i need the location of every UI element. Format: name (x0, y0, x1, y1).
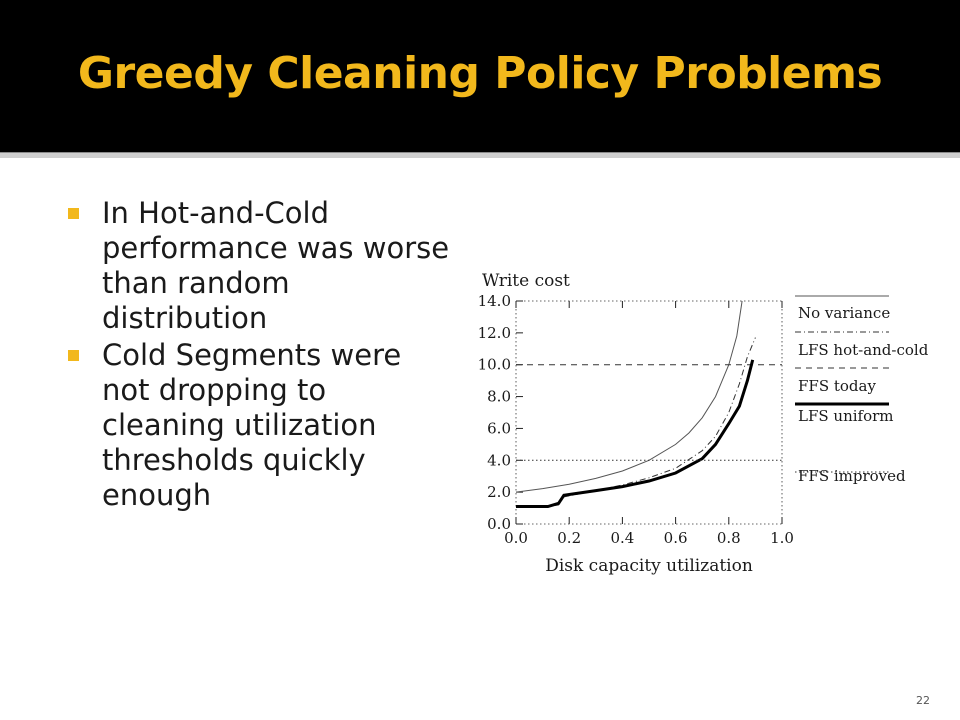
x-tick-label: 0.6 (664, 529, 688, 547)
bullet-list: In Hot-and-Cold performance was worse th… (66, 196, 456, 515)
y-tick-label: 8.0 (487, 388, 511, 406)
series-line-lfs-uniform (516, 359, 755, 508)
bullet-text: Cold Segments were not dropping to clean… (102, 338, 402, 512)
write-cost-chart: 0.0 2.0 4.0 6.0 8.0 10.0 12.0 14.0 0.0 0.2 0.4 0.6 0… (478, 271, 929, 576)
series-line-no-variance (515, 300, 743, 493)
x-tick-label: 1.0 (770, 529, 794, 547)
y-tick-label: 14.0 (478, 292, 511, 310)
bullet-item: In Hot-and-Cold performance was worse th… (66, 196, 456, 336)
x-tick-label: 0.0 (504, 529, 528, 547)
legend-label: No variance (798, 304, 890, 322)
square-bullet-icon (68, 350, 79, 361)
y-tick-label: 4.0 (487, 451, 511, 469)
slide-title: Greedy Cleaning Policy Problems (77, 48, 883, 99)
y-tick-label: 10.0 (478, 356, 511, 374)
legend-label: FFS today (798, 377, 876, 395)
legend-label: LFS uniform (798, 407, 894, 425)
title-bar (0, 0, 960, 152)
x-tick-label: 0.8 (717, 529, 741, 547)
title-divider (0, 152, 960, 158)
x-tick-label: 0.2 (557, 529, 581, 547)
y-tick-label: 0.0 (487, 515, 511, 533)
x-axis-label: Disk capacity utilization (545, 556, 753, 576)
y-axis-label: Write cost (482, 271, 570, 291)
page-number: 22 (916, 694, 930, 707)
legend-label: FFS improved (798, 467, 906, 485)
bullet-text: In Hot-and-Cold performance was worse th… (102, 196, 450, 335)
y-tick-label: 6.0 (487, 419, 511, 437)
x-tick-label: 0.4 (610, 529, 634, 547)
series-line-lfs-hot-and-cold (516, 337, 756, 507)
legend-label: LFS hot-and-cold (798, 341, 929, 359)
bullet-item: Cold Segments were not dropping to clean… (66, 338, 456, 513)
square-bullet-icon (68, 208, 79, 219)
y-tick-label: 12.0 (478, 324, 511, 342)
y-tick-label: 2.0 (487, 483, 511, 501)
